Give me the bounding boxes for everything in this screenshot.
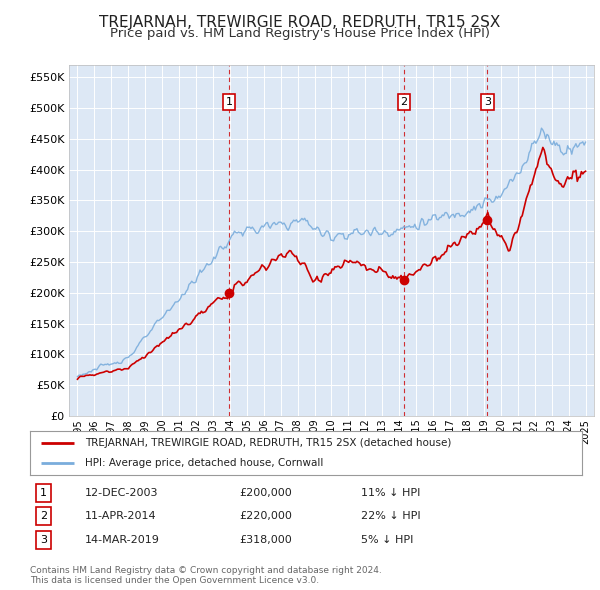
Text: 22% ↓ HPI: 22% ↓ HPI	[361, 512, 421, 521]
Text: 1: 1	[40, 488, 47, 497]
Text: 2: 2	[40, 512, 47, 521]
Text: 11% ↓ HPI: 11% ↓ HPI	[361, 488, 421, 497]
Text: 2: 2	[401, 97, 408, 107]
Text: TREJARNAH, TREWIRGIE ROAD, REDRUTH, TR15 2SX (detached house): TREJARNAH, TREWIRGIE ROAD, REDRUTH, TR15…	[85, 438, 452, 448]
Text: 14-MAR-2019: 14-MAR-2019	[85, 535, 160, 545]
Text: 11-APR-2014: 11-APR-2014	[85, 512, 157, 521]
Text: 12-DEC-2003: 12-DEC-2003	[85, 488, 158, 497]
Text: 3: 3	[40, 535, 47, 545]
Text: £200,000: £200,000	[240, 488, 293, 497]
Text: HPI: Average price, detached house, Cornwall: HPI: Average price, detached house, Corn…	[85, 458, 323, 468]
Text: £220,000: £220,000	[240, 512, 293, 521]
Text: Contains HM Land Registry data © Crown copyright and database right 2024.
This d: Contains HM Land Registry data © Crown c…	[30, 566, 382, 585]
Text: 5% ↓ HPI: 5% ↓ HPI	[361, 535, 413, 545]
Text: 3: 3	[484, 97, 491, 107]
Text: £318,000: £318,000	[240, 535, 293, 545]
Text: TREJARNAH, TREWIRGIE ROAD, REDRUTH, TR15 2SX: TREJARNAH, TREWIRGIE ROAD, REDRUTH, TR15…	[100, 15, 500, 30]
Text: Price paid vs. HM Land Registry's House Price Index (HPI): Price paid vs. HM Land Registry's House …	[110, 27, 490, 40]
Text: 1: 1	[226, 97, 233, 107]
